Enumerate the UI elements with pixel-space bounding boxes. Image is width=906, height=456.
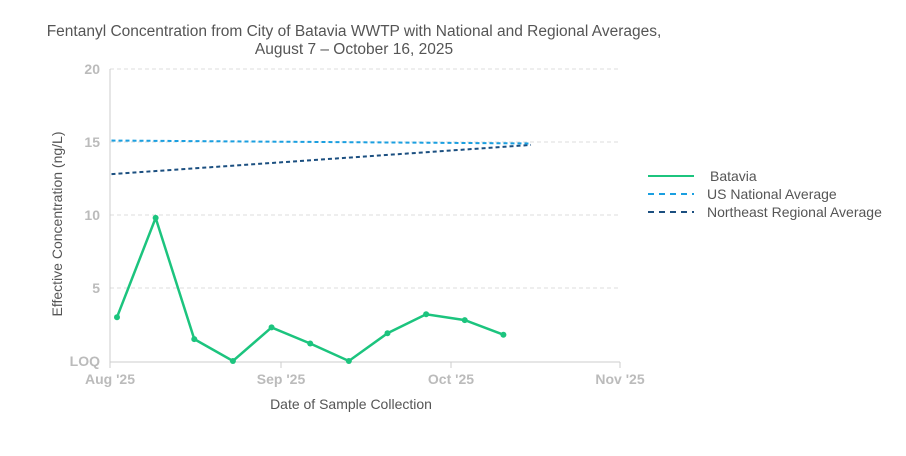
y-tick-label: LOQ: [70, 353, 100, 369]
series-line-0: [115, 214, 504, 363]
chart-title-line1: Fentanyl Concentration from City of Bata…: [47, 23, 662, 40]
x-tick-label: Nov '25: [595, 371, 644, 387]
data-point[interactable]: [229, 358, 236, 364]
x-tick-label: Aug '25: [85, 371, 135, 387]
y-tick-label: 20: [84, 61, 100, 77]
chart-title-line2: August 7 – October 16, 2025: [255, 41, 453, 58]
y-tick-label: 15: [84, 134, 100, 150]
data-point[interactable]: [152, 214, 159, 221]
series-line-2: [111, 143, 532, 176]
x-tick-label: Oct '25: [428, 371, 474, 387]
data-point[interactable]: [423, 311, 430, 318]
y-tick-label: 10: [84, 207, 100, 223]
data-point[interactable]: [191, 336, 198, 343]
data-point[interactable]: [384, 330, 391, 337]
data-point[interactable]: [114, 314, 120, 321]
x-axis-label: Date of Sample Collection: [270, 396, 432, 412]
x-tick-label: Sep '25: [257, 371, 306, 387]
data-point[interactable]: [268, 324, 275, 331]
data-point[interactable]: [345, 358, 352, 364]
legend-label[interactable]: US National Average: [707, 186, 837, 202]
data-point[interactable]: [461, 317, 468, 324]
y-tick-label: 5: [92, 280, 100, 296]
legend-label[interactable]: Northeast Regional Average: [707, 204, 882, 220]
legend-label[interactable]: Batavia: [710, 168, 757, 184]
y-axis-label: Effective Concentration (ng/L): [49, 132, 65, 317]
data-point[interactable]: [500, 331, 507, 338]
data-point[interactable]: [307, 340, 314, 347]
